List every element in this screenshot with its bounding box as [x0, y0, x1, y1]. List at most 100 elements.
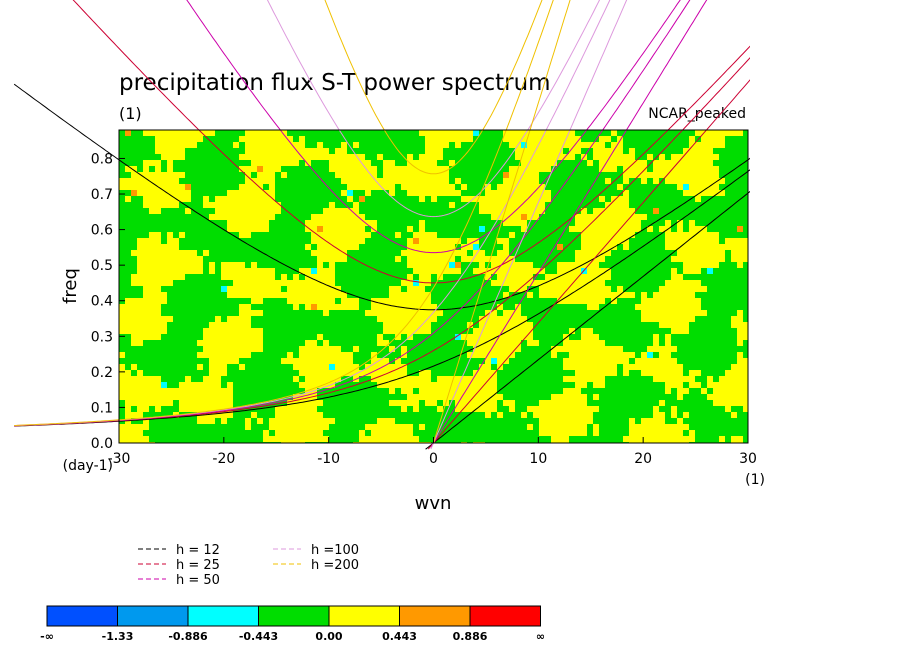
field-cell [173, 166, 180, 173]
field-cell [365, 328, 372, 335]
field-cell [323, 304, 330, 311]
field-cell [209, 352, 216, 359]
field-cell [269, 322, 276, 329]
field-cell [671, 256, 678, 263]
field-cell [251, 232, 258, 239]
field-cell [635, 280, 642, 287]
field-cell [683, 274, 690, 281]
field-cell [173, 172, 180, 179]
field-cell [233, 304, 240, 311]
field-cell [563, 316, 570, 323]
field-cell [575, 154, 582, 161]
field-cell [167, 274, 174, 281]
field-cell [383, 400, 390, 407]
field-cell [317, 304, 324, 311]
field-cell [677, 274, 684, 281]
field-cell [179, 286, 186, 293]
field-cell [521, 142, 528, 149]
field-cell [731, 340, 738, 347]
field-cell [161, 292, 168, 299]
field-cell [521, 178, 528, 185]
field-cell [167, 172, 174, 179]
field-cell [215, 220, 222, 227]
field-cell [737, 178, 744, 185]
field-cell [263, 346, 270, 353]
field-cell [509, 298, 516, 305]
field-cell [143, 274, 150, 281]
field-cell [185, 304, 192, 311]
field-cell [371, 256, 378, 263]
field-cell [587, 334, 594, 341]
field-cell [221, 244, 228, 251]
field-cell [323, 136, 330, 143]
field-cell [281, 322, 288, 329]
field-cell [125, 412, 132, 419]
field-cell [323, 298, 330, 305]
field-cell [323, 412, 330, 419]
field-cell [407, 376, 414, 383]
field-cell [395, 202, 402, 209]
field-cell [173, 208, 180, 215]
field-cell [509, 394, 516, 401]
field-cell [269, 286, 276, 293]
field-cell [635, 370, 642, 377]
field-cell [299, 268, 306, 275]
field-cell [623, 376, 630, 383]
field-cell [551, 358, 558, 365]
field-cell [575, 172, 582, 179]
field-cell [641, 268, 648, 275]
field-cell [185, 166, 192, 173]
field-cell [215, 346, 222, 353]
field-cell [167, 130, 174, 137]
field-cell [725, 262, 732, 269]
field-cell [503, 268, 510, 275]
field-cell [449, 184, 456, 191]
field-cell [533, 244, 540, 251]
field-cell [545, 214, 552, 221]
field-cell [497, 202, 504, 209]
field-cell [377, 208, 384, 215]
field-cell [605, 178, 612, 185]
field-cell [473, 382, 480, 389]
field-cell [287, 250, 294, 257]
field-cell [701, 364, 708, 371]
field-cell [689, 406, 696, 413]
field-cell [437, 298, 444, 305]
field-cell [311, 214, 318, 221]
field-cell [245, 154, 252, 161]
field-cell [629, 244, 636, 251]
field-cell [203, 280, 210, 287]
field-cell [617, 352, 624, 359]
field-cell [155, 154, 162, 161]
field-cell [323, 214, 330, 221]
field-cell [449, 346, 456, 353]
field-cell [377, 298, 384, 305]
field-cell [137, 352, 144, 359]
field-cell [413, 166, 420, 173]
field-cell [269, 316, 276, 323]
field-cell [593, 190, 600, 197]
field-cell [449, 142, 456, 149]
field-cell [647, 316, 654, 323]
field-cell [473, 256, 480, 263]
field-cell [437, 280, 444, 287]
field-cell [395, 130, 402, 137]
field-cell [689, 178, 696, 185]
field-cell [671, 166, 678, 173]
field-cell [125, 130, 132, 137]
field-cell [593, 262, 600, 269]
field-cell [437, 238, 444, 245]
field-cell [437, 334, 444, 341]
field-cell [575, 358, 582, 365]
field-cell [335, 166, 342, 173]
field-cell [485, 376, 492, 383]
field-cell [293, 214, 300, 221]
field-cell [239, 340, 246, 347]
field-cell [395, 412, 402, 419]
field-cell [497, 370, 504, 377]
field-cell [623, 304, 630, 311]
field-cell [473, 262, 480, 269]
field-cell [623, 262, 630, 269]
field-cell [527, 184, 534, 191]
field-cell [227, 268, 234, 275]
